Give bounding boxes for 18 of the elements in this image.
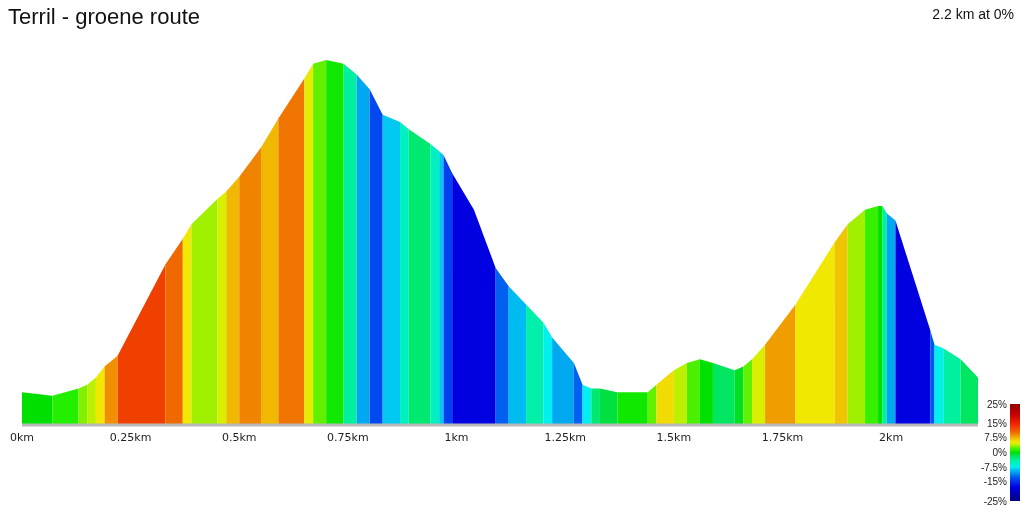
color-bar-label: -15% bbox=[983, 476, 1008, 488]
color-bar-label: 15% bbox=[986, 417, 1008, 429]
x-tick-label: 1km bbox=[444, 430, 469, 444]
x-tick-label: 0.5km bbox=[221, 430, 257, 444]
x-tick-label: 0.75km bbox=[327, 430, 369, 444]
color-bar-label: -7.5% bbox=[980, 461, 1008, 473]
chart-subtitle: 2.2 km at 0% bbox=[932, 6, 1014, 22]
x-tick-label: 0km bbox=[9, 430, 35, 444]
chart-title: Terril - groene route bbox=[8, 4, 200, 30]
x-tick-label: 0.25km bbox=[109, 430, 152, 444]
color-bar-label: 25% bbox=[986, 398, 1008, 410]
x-tick-label: 2km bbox=[879, 430, 904, 444]
x-tick-label: 1.75km bbox=[761, 430, 804, 444]
color-bar-label: 0% bbox=[992, 447, 1008, 458]
color-bar-label: 7.5% bbox=[984, 432, 1008, 444]
color-bar-label: -25% bbox=[983, 495, 1008, 507]
x-tick-label: 1.25km bbox=[544, 430, 586, 444]
x-tick-label: 1.5km bbox=[656, 430, 692, 444]
